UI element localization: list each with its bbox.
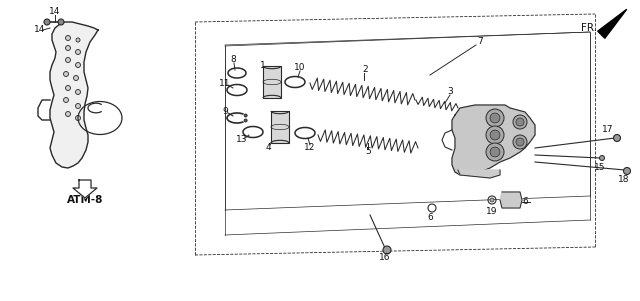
Circle shape — [65, 85, 70, 91]
Text: ATM-8: ATM-8 — [67, 195, 103, 205]
Circle shape — [63, 98, 68, 103]
Circle shape — [486, 109, 504, 127]
Circle shape — [76, 104, 81, 108]
Circle shape — [63, 72, 68, 76]
Circle shape — [516, 118, 524, 126]
Text: 19: 19 — [486, 207, 498, 216]
Circle shape — [76, 38, 80, 42]
Circle shape — [614, 135, 621, 141]
Circle shape — [486, 126, 504, 144]
Circle shape — [600, 156, 605, 160]
Text: 2: 2 — [362, 66, 368, 75]
Polygon shape — [73, 180, 97, 198]
Polygon shape — [500, 192, 522, 208]
Circle shape — [490, 113, 500, 123]
Text: 17: 17 — [602, 126, 614, 135]
Text: 10: 10 — [294, 64, 306, 73]
Text: 3: 3 — [447, 88, 453, 97]
Text: 12: 12 — [304, 144, 316, 153]
Circle shape — [65, 36, 70, 41]
Circle shape — [490, 130, 500, 140]
Circle shape — [244, 119, 247, 122]
Circle shape — [513, 135, 527, 149]
Circle shape — [65, 45, 70, 51]
Text: 7: 7 — [477, 38, 483, 46]
Text: 6: 6 — [427, 213, 433, 222]
Text: 6: 6 — [522, 197, 528, 206]
Circle shape — [513, 115, 527, 129]
Circle shape — [65, 111, 70, 116]
Circle shape — [76, 89, 81, 95]
Circle shape — [44, 19, 50, 25]
Circle shape — [76, 49, 81, 54]
Circle shape — [486, 143, 504, 161]
Text: 1: 1 — [260, 61, 266, 70]
Circle shape — [76, 63, 81, 67]
Text: 4: 4 — [265, 144, 271, 153]
Polygon shape — [458, 170, 500, 178]
Text: 11: 11 — [220, 79, 231, 88]
Text: 13: 13 — [236, 135, 248, 144]
Text: 15: 15 — [595, 163, 605, 172]
Circle shape — [74, 76, 79, 80]
Polygon shape — [452, 105, 535, 175]
Polygon shape — [598, 9, 627, 38]
Text: 9: 9 — [222, 107, 228, 116]
Text: 8: 8 — [230, 55, 236, 64]
Circle shape — [76, 116, 81, 120]
Circle shape — [490, 198, 494, 202]
Circle shape — [516, 138, 524, 146]
Text: 18: 18 — [618, 175, 630, 185]
Bar — [263, 66, 281, 98]
Bar — [271, 111, 289, 143]
Circle shape — [383, 246, 391, 254]
Circle shape — [623, 167, 630, 175]
Text: FR.: FR. — [581, 23, 597, 33]
Text: 16: 16 — [380, 253, 391, 262]
Polygon shape — [50, 22, 98, 168]
Text: 14: 14 — [49, 8, 61, 17]
Text: 14: 14 — [35, 26, 45, 35]
Circle shape — [58, 19, 64, 25]
Circle shape — [65, 57, 70, 63]
Circle shape — [490, 147, 500, 157]
Text: 5: 5 — [365, 147, 371, 157]
Circle shape — [244, 114, 247, 117]
